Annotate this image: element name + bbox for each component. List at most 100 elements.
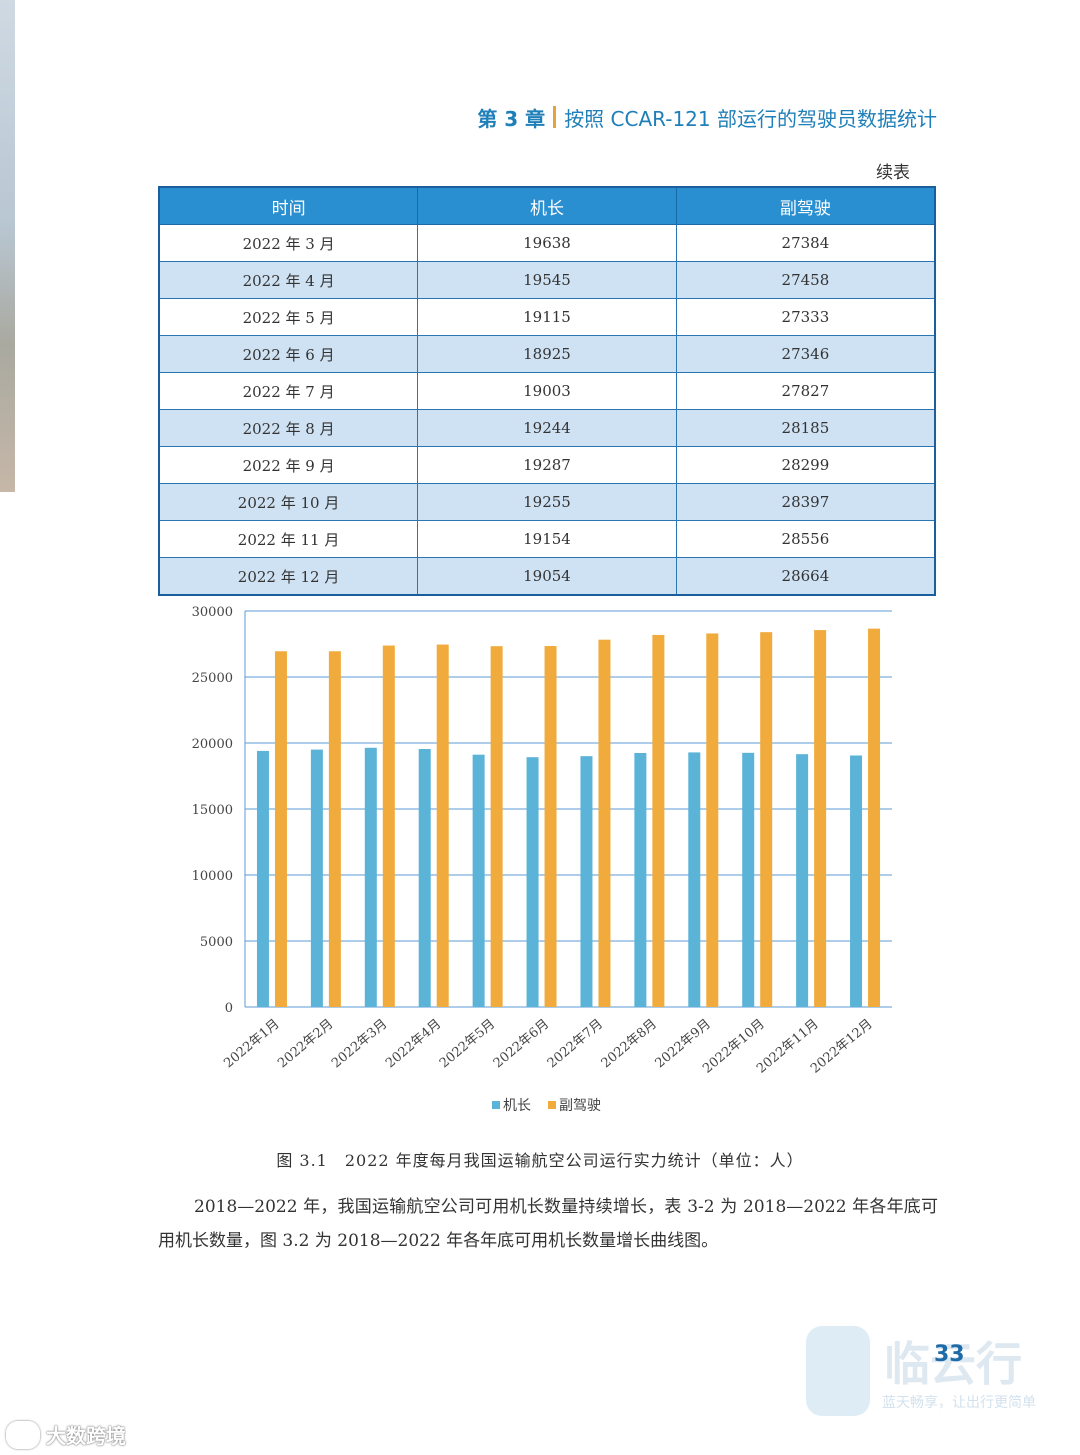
table-cell: 2022 年 8 月 [158,409,419,447]
bar-captain [310,749,323,1007]
y-tick-label: 10000 [192,869,233,884]
table-cell: 19244 [417,409,677,447]
table-cell: 27827 [675,372,936,410]
x-tick-label: 2022年8月 [599,1017,660,1072]
table-row: 2022 年 11 月 19154 28556 [158,520,936,558]
table-row: 2022 年 3 月 19638 27384 [158,224,936,262]
table-caption: 续表 [876,163,910,183]
pilot-table: 时间 机长 副驾驶 2022 年 3 月 19638 27384 2022 年 4 月… [158,186,936,596]
table-cell: 28556 [675,520,936,558]
table-row: 2022 年 12 月 19054 28664 [158,557,936,596]
table-cell: 27346 [675,335,936,373]
x-tick-label: 2022年6月 [491,1017,552,1072]
table-cell: 19287 [417,446,677,484]
bar-chart: 0500010000150002000025000300002022年1月202… [192,605,892,1114]
table-cell: 19003 [417,372,677,410]
brand-logo-text: 临云行 [884,1337,1022,1391]
table-cell: 28299 [675,446,936,484]
table-cell: 2022 年 10 月 [158,483,419,521]
table-cell: 2022 年 5 月 [158,298,419,336]
x-tick-label: 2022年7月 [545,1017,606,1072]
table-cell: 28397 [675,483,936,521]
bar-captain [796,754,809,1007]
figure-caption: 图 3.1 2022 年度每月我国运输航空公司运行实力统计（单位：人） [276,1151,804,1170]
table-cell: 2022 年 11 月 [158,520,419,558]
bar-first-officer [814,630,827,1007]
bar-first-officer [382,645,395,1007]
table-header-cell: 机长 [417,186,677,225]
table-header-cell: 副驾驶 [675,186,936,225]
left-edge-photo [0,0,15,492]
bar-first-officer [490,646,503,1007]
brand-slogan: 蓝天畅享，让出行更简单 [882,1395,1036,1411]
bar-first-officer [760,632,773,1007]
bar-first-officer [274,651,287,1007]
watermark-text: 大数跨境 [46,1424,126,1448]
table-cell: 19545 [417,261,677,299]
table-cell: 27384 [675,224,936,262]
bar-captain [742,752,755,1007]
bar-captain [418,749,431,1007]
bar-captain [580,756,593,1007]
bar-first-officer [544,646,557,1007]
table-row: 2022 年 5 月 19115 27333 [158,298,936,336]
watermark-logo-icon [6,1420,40,1449]
table-cell: 2022 年 4 月 [158,261,419,299]
table-body: 2022 年 3 月 19638 27384 2022 年 4 月 19545 27458… [158,224,936,596]
table-cell: 2022 年 3 月 [158,224,419,262]
bar-captain [256,750,269,1007]
chapter-title: 按照 CCAR-121 部运行的驾驶员数据统计 [564,106,937,131]
bar-captain [634,752,647,1007]
legend-label: 机长 [503,1098,531,1114]
legend-label: 副驾驶 [559,1098,601,1114]
chapter-number: 第 3 章 [477,106,546,131]
x-tick-label: 2022年3月 [329,1017,390,1072]
body-paragraph: 2018—2022 年，我国运输航空公司可用机长数量持续增长，表 3-2 为 2… [158,1197,938,1251]
bar-captain [364,747,377,1007]
bar-first-officer [868,628,881,1007]
table-cell: 2022 年 9 月 [158,446,419,484]
legend-swatch [548,1101,556,1109]
y-tick-label: 0 [225,1001,233,1016]
table-row: 2022 年 4 月 19545 27458 [158,261,936,299]
airplane-logo-icon [806,1326,870,1416]
table-row: 2022 年 6 月 18925 27346 [158,335,936,373]
x-tick-label: 2022年4月 [383,1017,444,1072]
table-cell: 27333 [675,298,936,336]
y-tick-label: 30000 [192,605,233,620]
table-header-row: 时间 机长 副驾驶 [158,186,936,225]
table-cell: 19054 [417,557,677,596]
chapter-separator [553,106,557,128]
x-tick-label: 2022年2月 [275,1017,336,1072]
table-cell: 19115 [417,298,677,336]
chapter-header: 第 3 章 按照 CCAR-121 部运行的驾驶员数据统计 [477,100,937,134]
table-cell: 18925 [417,335,677,373]
y-tick-label: 5000 [200,935,233,950]
table-cell: 19255 [417,483,677,521]
legend-swatch [492,1101,500,1109]
page-number: 33 [934,1342,965,1367]
bar-first-officer [598,639,611,1007]
bar-captain [526,757,539,1007]
bar-first-officer [652,634,665,1007]
bar-captain [850,755,863,1007]
table-cell: 28664 [675,557,936,596]
bar-first-officer [706,633,719,1007]
table-row: 2022 年 8 月 19244 28185 [158,409,936,447]
bar-captain [472,754,485,1007]
bar-captain [688,752,701,1007]
x-tick-label: 2022年1月 [221,1017,282,1072]
table-row: 2022 年 10 月 19255 28397 [158,483,936,521]
table-row: 2022 年 7 月 19003 27827 [158,372,936,410]
table-header-cell: 时间 [158,186,419,225]
table-cell: 28185 [675,409,936,447]
x-tick-label: 2022年5月 [437,1017,498,1072]
table-cell: 2022 年 7 月 [158,372,419,410]
watermark: 大数跨境 [6,1420,126,1449]
table-cell: 27458 [675,261,936,299]
y-tick-label: 15000 [192,803,233,818]
table-row: 2022 年 9 月 19287 28299 [158,446,936,484]
bar-first-officer [328,651,341,1007]
y-tick-label: 25000 [192,671,233,686]
table-cell: 2022 年 12 月 [158,557,419,596]
